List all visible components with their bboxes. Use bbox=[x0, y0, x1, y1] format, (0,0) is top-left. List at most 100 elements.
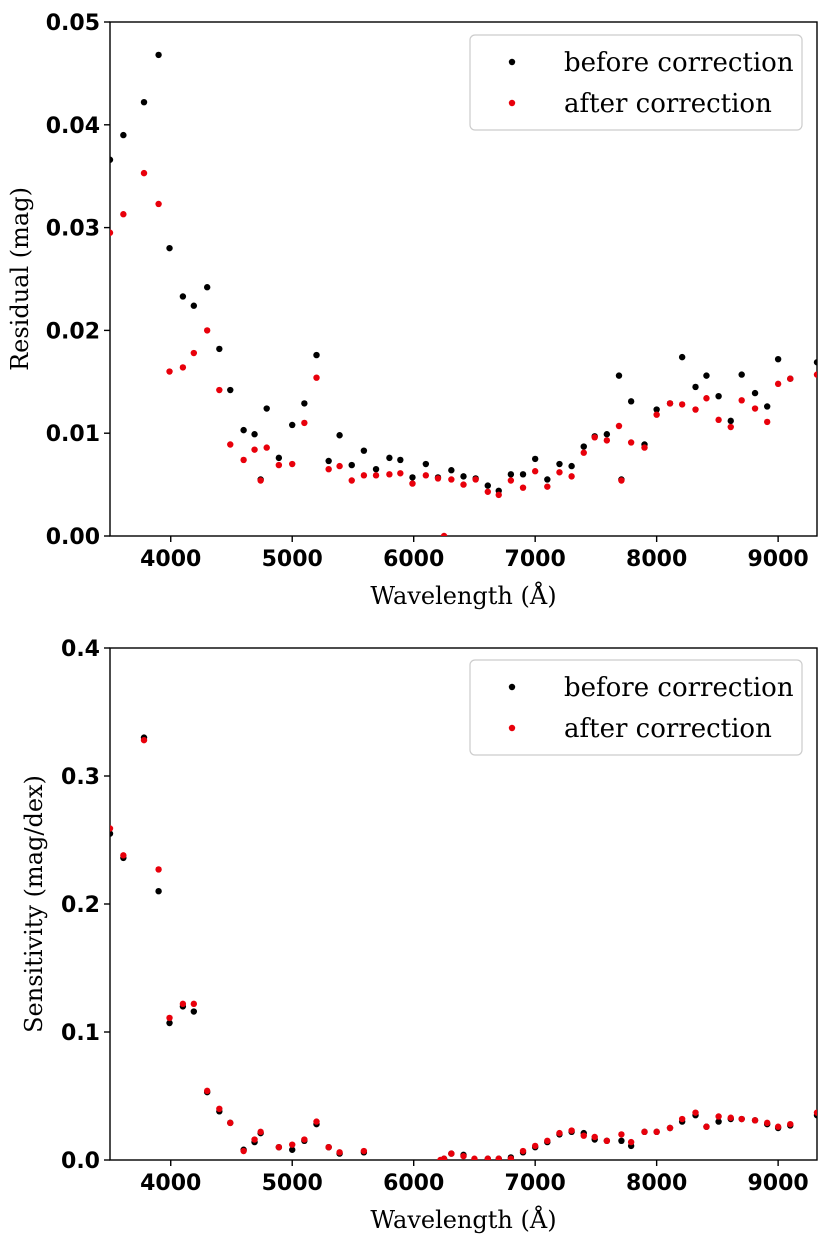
legend-label-before-correction: before correction bbox=[564, 48, 794, 78]
point-after-correction bbox=[190, 1000, 198, 1008]
y-tick-label: 0.03 bbox=[46, 217, 100, 242]
point-after-correction bbox=[251, 446, 258, 453]
point-before-correction bbox=[120, 131, 127, 139]
point-before-correction bbox=[738, 371, 745, 378]
point-after-correction bbox=[448, 476, 455, 483]
point-after-correction bbox=[397, 470, 404, 477]
point-before-correction bbox=[155, 888, 162, 895]
x-tick-label: 7000 bbox=[505, 1171, 566, 1196]
point-after-correction bbox=[653, 1128, 660, 1136]
point-before-correction bbox=[301, 400, 308, 407]
point-before-correction bbox=[216, 345, 223, 353]
point-after-correction bbox=[751, 405, 759, 412]
y-tick-label: 0.01 bbox=[46, 422, 100, 447]
point-after-correction bbox=[774, 380, 782, 388]
point-after-correction bbox=[422, 472, 430, 479]
y-axis-label: Residual (mag) bbox=[6, 187, 34, 371]
point-before-correction bbox=[155, 51, 162, 59]
point-before-correction bbox=[275, 454, 283, 462]
x-tick-label: 5000 bbox=[262, 547, 323, 572]
point-after-correction bbox=[627, 1138, 635, 1146]
point-before-correction bbox=[140, 98, 148, 106]
point-before-correction bbox=[386, 454, 393, 462]
point-after-correction bbox=[727, 1114, 734, 1121]
point-after-correction bbox=[301, 1136, 308, 1143]
point-after-correction bbox=[531, 468, 539, 475]
point-after-correction bbox=[460, 481, 467, 488]
point-after-correction bbox=[495, 491, 502, 499]
plot-frame bbox=[109, 21, 818, 537]
point-after-correction bbox=[519, 484, 527, 491]
legend: before correction after correction bbox=[469, 34, 803, 131]
point-before-correction bbox=[190, 1008, 198, 1015]
point-after-correction bbox=[313, 1118, 320, 1125]
point-before-correction bbox=[615, 372, 623, 379]
point-after-correction bbox=[692, 406, 699, 413]
point-before-correction bbox=[227, 386, 234, 394]
x-tick-label: 4000 bbox=[140, 1171, 201, 1196]
point-after-correction bbox=[715, 1113, 722, 1120]
point-after-correction bbox=[787, 375, 794, 382]
point-before-correction bbox=[190, 302, 198, 309]
point-after-correction bbox=[166, 1014, 173, 1022]
y-tick-label: 0.1 bbox=[61, 1021, 100, 1046]
point-after-correction bbox=[179, 1000, 187, 1008]
point-after-correction bbox=[227, 1119, 234, 1127]
y-tick-label: 0.4 bbox=[61, 637, 100, 662]
point-after-correction bbox=[440, 532, 448, 536]
point-after-correction bbox=[531, 1142, 539, 1150]
legend-marker-before-correction bbox=[508, 683, 516, 691]
point-after-correction bbox=[603, 437, 611, 444]
point-before-correction bbox=[519, 471, 527, 478]
point-after-correction bbox=[580, 1132, 587, 1139]
point-after-correction bbox=[179, 364, 187, 371]
point-before-correction bbox=[751, 389, 759, 397]
point-after-correction bbox=[313, 374, 320, 381]
chart-panel-1: 4000 5000 6000 7000 8000 9000 0.00 0.01 0.02 0.03… bbox=[6, 11, 818, 610]
point-after-correction bbox=[715, 416, 722, 424]
point-before-correction bbox=[813, 359, 817, 366]
point-after-correction bbox=[666, 400, 674, 407]
point-after-correction bbox=[360, 472, 368, 479]
point-before-correction bbox=[325, 457, 332, 465]
data-points bbox=[110, 51, 817, 536]
point-after-correction bbox=[216, 1105, 223, 1113]
point-after-correction bbox=[774, 1123, 782, 1130]
point-after-correction bbox=[813, 371, 817, 378]
point-after-correction bbox=[275, 461, 283, 469]
point-after-correction bbox=[556, 469, 563, 476]
point-before-correction bbox=[507, 471, 515, 478]
point-after-correction bbox=[227, 441, 234, 448]
point-after-correction bbox=[240, 456, 247, 464]
point-after-correction bbox=[251, 1136, 258, 1143]
point-after-correction bbox=[409, 480, 416, 487]
point-after-correction bbox=[618, 1131, 625, 1138]
x-tick-label: 9000 bbox=[748, 547, 809, 572]
point-after-correction bbox=[240, 1147, 247, 1155]
point-after-correction bbox=[275, 1144, 283, 1151]
legend-box bbox=[469, 659, 803, 756]
point-after-correction bbox=[110, 825, 114, 832]
point-before-correction bbox=[336, 432, 343, 439]
legend-label-after-correction: after correction bbox=[564, 89, 772, 119]
point-after-correction bbox=[556, 1129, 563, 1137]
point-before-correction bbox=[360, 447, 368, 454]
y-tick-label: 0.02 bbox=[46, 319, 100, 344]
x-tick-label: 6000 bbox=[383, 1171, 444, 1196]
point-after-correction bbox=[203, 1087, 211, 1095]
point-before-correction bbox=[289, 421, 296, 429]
y-tick-label: 0.04 bbox=[46, 114, 100, 139]
point-before-correction bbox=[166, 244, 173, 252]
point-after-correction bbox=[166, 368, 173, 375]
point-after-correction bbox=[603, 1137, 611, 1145]
point-before-correction bbox=[580, 443, 587, 450]
point-after-correction bbox=[641, 1128, 648, 1136]
data-points bbox=[110, 734, 817, 1160]
point-after-correction bbox=[495, 1155, 502, 1160]
point-after-correction bbox=[627, 439, 635, 446]
point-after-correction bbox=[120, 211, 127, 218]
point-after-correction bbox=[140, 169, 148, 177]
point-after-correction bbox=[325, 465, 332, 473]
point-after-correction bbox=[641, 444, 648, 451]
